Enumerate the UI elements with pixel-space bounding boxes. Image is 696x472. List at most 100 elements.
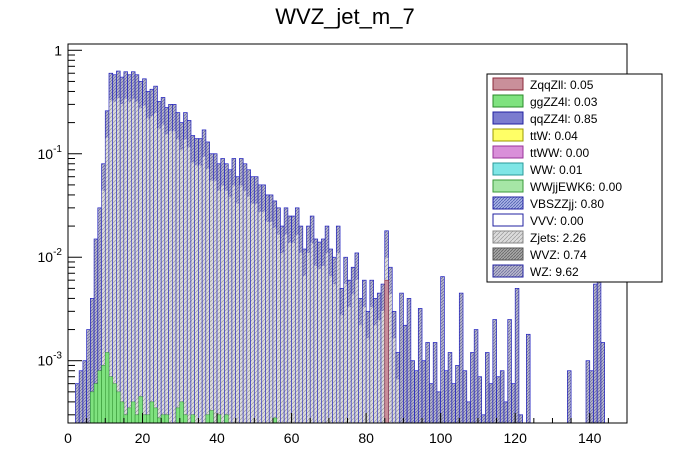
- legend-swatch-wwjjewk6: [492, 179, 524, 193]
- histogram-bars: [75, 70, 605, 424]
- bar-zjets: [310, 242, 314, 423]
- bar-ggzz4l: [116, 391, 121, 424]
- legend-label-ww: WW: 0.01: [530, 163, 583, 177]
- bar-zjets: [332, 284, 337, 423]
- x-tick-label: 40: [209, 430, 225, 446]
- bar-ggzz4l: [101, 365, 106, 424]
- bar-zjets: [221, 185, 225, 423]
- bar-ggzz4l: [142, 414, 147, 424]
- x-axis: 0 20 40 60 80 100 120 140: [64, 413, 628, 446]
- bar-zjets: [280, 252, 284, 423]
- bar-wz: [496, 376, 501, 424]
- bar-wz: [507, 319, 512, 424]
- bar-zjets: [347, 307, 351, 423]
- bar-zjets: [217, 190, 221, 423]
- bar-zjets: [321, 265, 325, 423]
- legend-swatch-zjets: [492, 230, 524, 244]
- bar-ggzz4l: [127, 407, 132, 424]
- bar-ggzz4l: [138, 396, 143, 424]
- bar-zjets: [213, 180, 217, 423]
- legend: ZqqZll: 0.05 ggZZ4l: 0.03 qqZZ4l: 0.85 ttW:…: [486, 73, 663, 283]
- bar-zjets: [139, 108, 143, 423]
- bar-wz: [518, 414, 524, 424]
- bar-zjets: [299, 252, 303, 423]
- bar-zjets: [224, 190, 228, 423]
- bar-zjets: [265, 221, 269, 423]
- bar-ggzz4l: [209, 410, 214, 424]
- bar-wz: [473, 329, 479, 424]
- legend-label-zjets: Zjets: 2.26: [530, 231, 586, 245]
- bar-ggzz4l: [105, 352, 110, 424]
- bar-zjets: [351, 294, 355, 423]
- x-tick-label: 80: [358, 430, 374, 446]
- bar-wz: [82, 360, 87, 424]
- legend-label-zqqzll: ZqqZll: 0.05: [530, 78, 594, 92]
- bar-zjets: [284, 234, 288, 423]
- x-tick-label: 140: [578, 430, 602, 446]
- bar-wz: [499, 370, 505, 424]
- bar-zjets: [135, 101, 139, 424]
- bar-zjets: [161, 124, 165, 423]
- bar-zjets: [165, 134, 169, 423]
- bar-wz: [466, 401, 471, 424]
- bar-ggzz4l: [216, 414, 222, 424]
- bar-wz: [425, 342, 430, 424]
- bar-wz: [421, 360, 427, 424]
- bar-zjets: [127, 101, 132, 424]
- bar-ggzz4l: [90, 391, 95, 424]
- bar-zjets: [101, 190, 105, 423]
- bar-wz: [436, 391, 442, 424]
- bar-zjets: [236, 203, 240, 423]
- bar-zjets: [273, 227, 277, 423]
- bar-wz: [78, 370, 84, 424]
- bar-zjets: [154, 113, 158, 423]
- bar-wz: [585, 360, 591, 424]
- bar-zjets: [358, 325, 363, 423]
- legend-swatch-ttw: [492, 128, 524, 142]
- bar-wz: [75, 383, 80, 424]
- legend-label-ttww: ttWW: 0.00: [530, 146, 589, 160]
- bar-wz: [477, 376, 483, 424]
- bar-zjets: [176, 139, 180, 424]
- bar-ggzz4l: [175, 407, 181, 424]
- bar-wz: [447, 352, 453, 424]
- x-tick-label: 60: [284, 430, 300, 446]
- bar-ggzz4l: [205, 414, 210, 424]
- bar-zjets: [306, 252, 310, 423]
- bar-zjets: [381, 310, 385, 423]
- bar-zjets: [325, 252, 329, 423]
- bar-ggzz4l: [123, 414, 128, 424]
- bar-wz: [492, 319, 497, 424]
- y-axis: 10-3 10-2 10-1 1: [38, 42, 82, 416]
- bar-zjets: [262, 211, 266, 423]
- bar-zjets: [373, 325, 378, 423]
- bar-zjets: [232, 185, 236, 423]
- bar-zjets: [269, 221, 273, 423]
- bar-zjets: [295, 234, 299, 423]
- bar-zjets: [258, 211, 262, 423]
- legend-swatch-vbszzjj: [492, 196, 524, 210]
- bar-zjets: [355, 279, 359, 423]
- bar-zjets: [314, 265, 318, 423]
- bar-ggzz4l: [149, 401, 154, 424]
- bar-ggzz4l: [108, 376, 113, 424]
- bar-zjets: [191, 162, 195, 424]
- x-tick-label: 100: [429, 430, 453, 446]
- bar-zjets: [157, 128, 161, 424]
- bar-zjets: [377, 319, 381, 423]
- bar-wz: [432, 342, 438, 424]
- bar-ggzz4l: [160, 414, 166, 424]
- legend-label-wz: WZ: 9.62: [530, 265, 579, 279]
- bar-zjets: [392, 338, 396, 423]
- bar-zjets: [180, 149, 184, 423]
- bar-zjets: [183, 139, 187, 424]
- bar-zjets: [198, 165, 202, 423]
- legend-label-vvv: VVV: 0.00: [530, 214, 584, 228]
- bar-zjets: [202, 156, 206, 423]
- bar-zjets: [124, 98, 128, 424]
- bar-zjets: [254, 203, 258, 423]
- bar-wz: [417, 308, 423, 424]
- legend-label-ttw: ttW: 0.04: [530, 129, 578, 143]
- bar-wz: [526, 333, 531, 424]
